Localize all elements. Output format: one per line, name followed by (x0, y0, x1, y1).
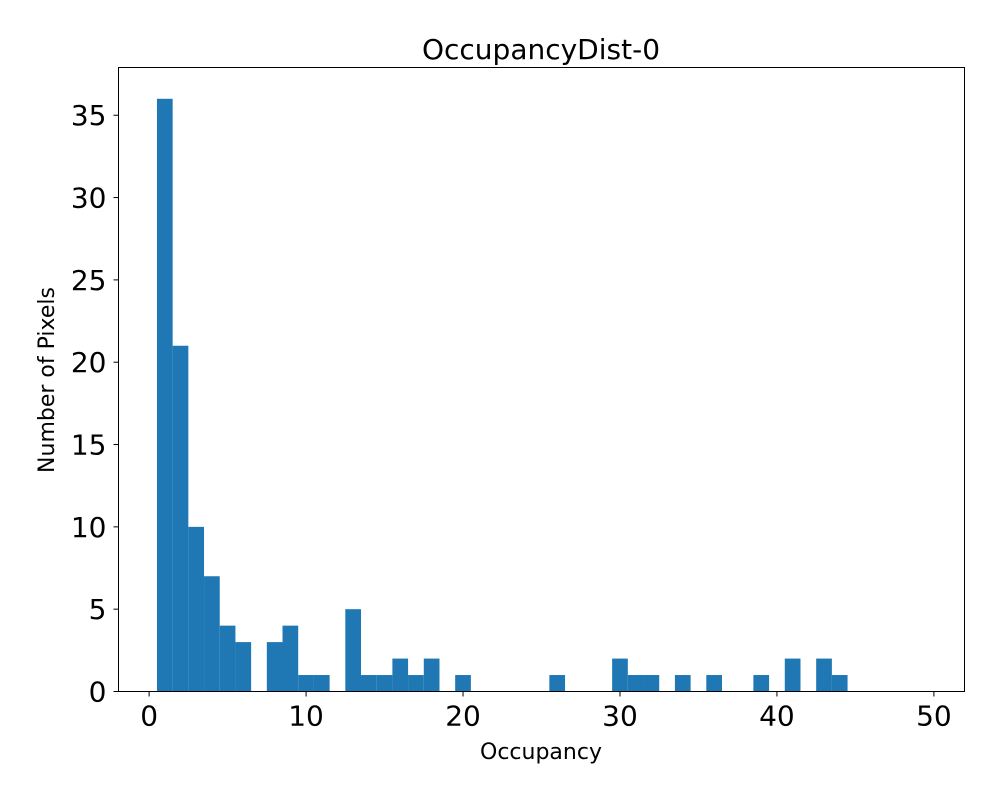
x-tick-label: 40 (759, 700, 795, 733)
y-tick-label: 25 (71, 264, 107, 297)
y-tick-label: 10 (71, 511, 107, 544)
y-tick-label: 30 (71, 182, 107, 215)
y-axis-label: Number of Pixels (35, 287, 60, 473)
histogram-bar (753, 675, 770, 692)
histogram-bar (627, 675, 644, 692)
histogram-bar (831, 675, 848, 692)
histogram-bar (298, 675, 314, 692)
chart-title: OccupancyDist-0 (422, 33, 660, 66)
bars-group (156, 98, 848, 692)
y-tick-label: 0 (89, 676, 107, 709)
histogram-bar (816, 658, 832, 692)
histogram-bar (549, 675, 566, 692)
histogram-bar (172, 345, 189, 692)
plot-frame (118, 67, 965, 692)
histogram-bar (345, 609, 361, 692)
histogram-bar (376, 675, 393, 692)
y-tick-label: 5 (89, 593, 107, 626)
histogram-bar (360, 675, 377, 692)
histogram-bar (235, 642, 252, 692)
x-tick-label: 50 (916, 700, 952, 733)
x-tick-label: 10 (288, 700, 324, 733)
histogram-bar (674, 675, 691, 692)
histogram-bar (188, 526, 205, 692)
x-axis-label: Occupancy (480, 740, 602, 765)
histogram-bar (423, 658, 440, 692)
x-tick-label: 0 (140, 700, 158, 733)
y-axis: 0 5 10 15 20 25 30 35 (71, 99, 119, 709)
histogram-bar (455, 675, 471, 692)
histogram-bar (282, 625, 299, 692)
x-tick-label: 20 (445, 700, 481, 733)
histogram-bar (643, 675, 660, 692)
histogram-bar (408, 675, 424, 692)
histogram-bar (784, 658, 801, 692)
y-tick-label: 15 (71, 429, 107, 462)
histogram-bar (156, 98, 173, 692)
histogram-bar (313, 675, 330, 692)
y-tick-label: 35 (71, 99, 107, 132)
histogram-bar (219, 625, 236, 692)
histogram-bar (392, 658, 409, 692)
histogram-bar (266, 642, 283, 692)
x-tick-label: 30 (602, 700, 638, 733)
x-axis: 0 10 20 30 40 50 (140, 691, 952, 733)
histogram-bar (204, 576, 220, 692)
histogram-bar (612, 658, 628, 692)
y-tick-label: 20 (71, 346, 107, 379)
histogram-bar (706, 675, 723, 692)
